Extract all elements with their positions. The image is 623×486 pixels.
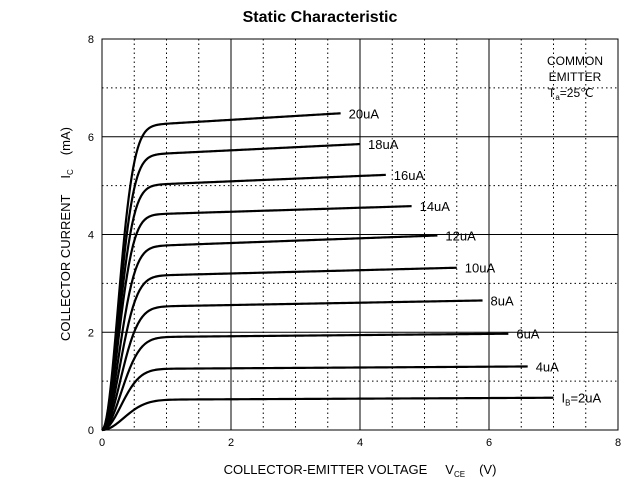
curve-label: 18uA bbox=[368, 137, 399, 152]
curves bbox=[101, 112, 554, 432]
curve-label: 16uA bbox=[394, 168, 425, 183]
curve-label: 20uA bbox=[349, 106, 380, 121]
curve-label: 6uA bbox=[516, 327, 539, 342]
curve-label: 12uA bbox=[445, 228, 476, 243]
y-tick-label: 6 bbox=[88, 132, 94, 144]
curve-ib-8uA bbox=[101, 299, 483, 432]
curve-ib-6uA bbox=[101, 332, 509, 432]
y-tick-label: 4 bbox=[88, 230, 94, 242]
curve-label: IB=2uA bbox=[562, 391, 602, 408]
plot-frame bbox=[101, 38, 619, 431]
x-tick-label: 8 bbox=[615, 437, 621, 449]
x-tick-label: 0 bbox=[99, 437, 105, 449]
y-tick-label: 8 bbox=[88, 34, 94, 46]
curve-labels: IB=2uA 4uA 6uA 8uA 10uA 12uA 14uA 16uA 18uA 20uA bbox=[349, 106, 602, 407]
curve-ib-IB=2uA bbox=[101, 396, 554, 432]
annotation-emitter: EMITTER bbox=[549, 70, 602, 84]
y-tick-label: 2 bbox=[88, 327, 94, 339]
curve-ib-20uA bbox=[101, 112, 341, 431]
curve-ib-16uA bbox=[101, 173, 386, 431]
y-tick-label: 0 bbox=[88, 425, 94, 437]
curve-label: 14uA bbox=[420, 199, 451, 214]
ticks: 0 2 4 6 8 0 2 4 6 8 bbox=[88, 34, 621, 449]
curve-label: 10uA bbox=[465, 261, 496, 276]
curve-ib-4uA bbox=[101, 365, 528, 432]
grid bbox=[102, 39, 618, 430]
curve-label: 8uA bbox=[491, 293, 514, 308]
x-tick-label: 4 bbox=[357, 437, 363, 449]
curve-ib-10uA bbox=[101, 266, 457, 431]
x-tick-label: 6 bbox=[486, 437, 492, 449]
x-axis-label: COLLECTOR-EMITTER VOLTAGE VCE (V) bbox=[224, 462, 497, 479]
curve-label: 4uA bbox=[536, 359, 559, 374]
annotation-temperature: Ta=25℃ bbox=[548, 86, 594, 102]
curve-ib-14uA bbox=[101, 205, 412, 431]
curve-ib-12uA bbox=[101, 234, 438, 431]
chart-title: Static Characteristic bbox=[243, 9, 398, 26]
x-tick-label: 2 bbox=[228, 437, 234, 449]
y-axis-label: COLLECTOR CURRENTIC(mA) bbox=[58, 127, 75, 341]
curve-ib-18uA bbox=[101, 142, 361, 431]
annotation-common: COMMON bbox=[547, 54, 603, 68]
